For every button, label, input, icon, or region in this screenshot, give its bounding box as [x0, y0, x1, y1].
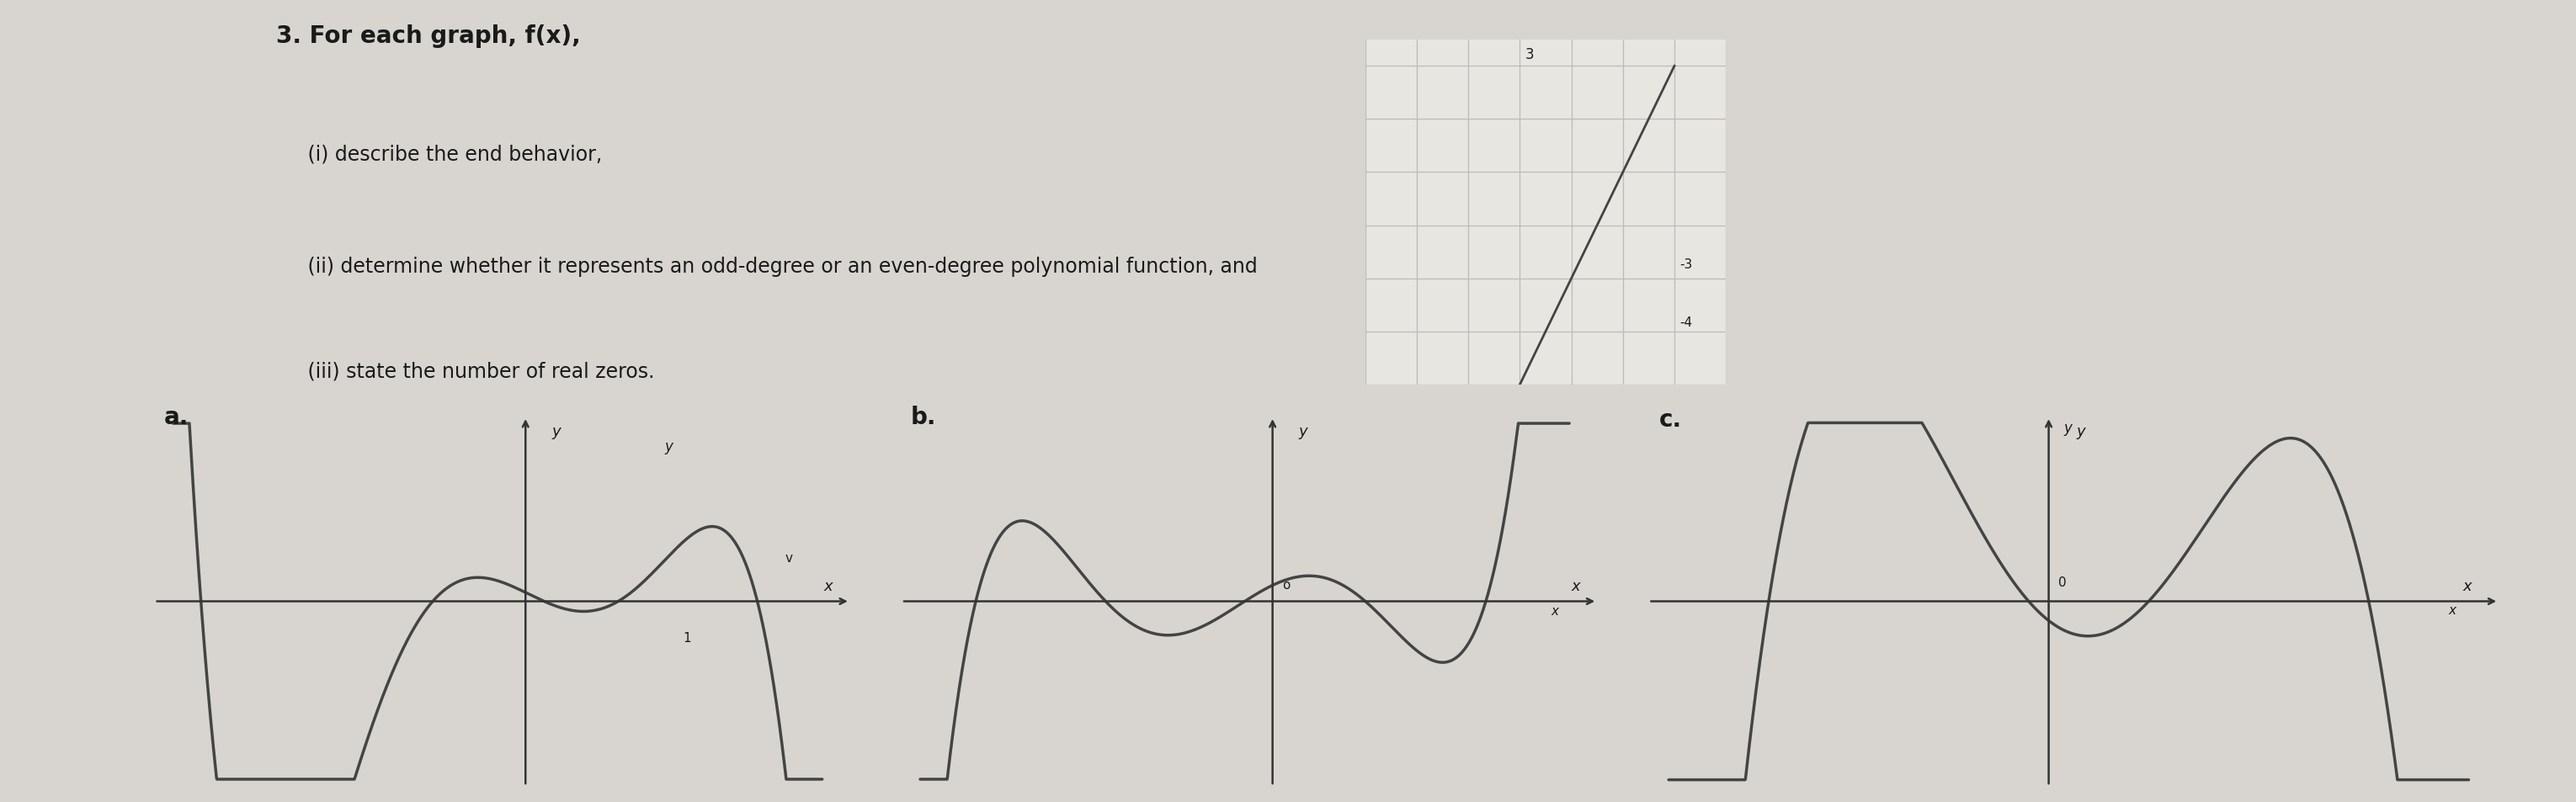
Text: x: x	[1571, 579, 1579, 593]
Text: (i) describe the end behavior,: (i) describe the end behavior,	[276, 144, 603, 164]
Text: y: y	[551, 423, 562, 439]
Text: x: x	[1551, 605, 1558, 618]
Text: 1: 1	[683, 632, 690, 644]
Text: x: x	[2463, 579, 2470, 593]
Text: -4: -4	[1680, 317, 1692, 329]
Text: (iii) state the number of real zeros.: (iii) state the number of real zeros.	[276, 361, 654, 381]
Text: y: y	[2063, 420, 2071, 435]
Text: x: x	[824, 579, 832, 593]
Text: (ii) determine whether it represents an odd-degree or an even-degree polynomial : (ii) determine whether it represents an …	[276, 257, 1257, 277]
Text: c.: c.	[1659, 407, 1682, 431]
Text: y: y	[1298, 423, 1309, 439]
Text: x: x	[2450, 604, 2458, 616]
Text: -3: -3	[1680, 258, 1692, 271]
Text: y: y	[665, 439, 672, 454]
Text: 0: 0	[2058, 576, 2066, 589]
Text: y: y	[2076, 423, 2087, 439]
Text: 3: 3	[1525, 47, 1533, 62]
Text: a.: a.	[165, 405, 188, 429]
Text: 3. For each graph, f(x),: 3. For each graph, f(x),	[276, 24, 580, 47]
Text: b.: b.	[912, 405, 938, 429]
Text: v: v	[786, 551, 793, 564]
Text: o: o	[1283, 578, 1291, 590]
